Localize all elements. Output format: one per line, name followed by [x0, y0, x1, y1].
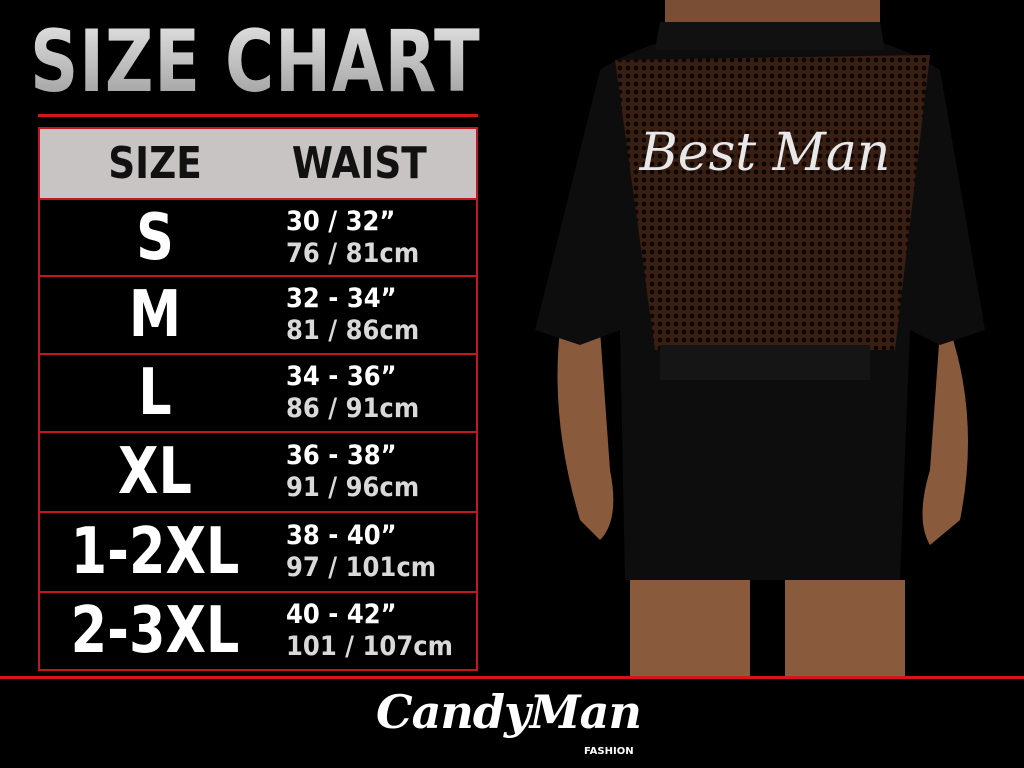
waist-value: 30 / 32” 76 / 81cm — [286, 206, 419, 270]
waist-cm: 86 / 91cm — [286, 393, 420, 424]
size-label: 2-3XL — [70, 594, 240, 668]
title-divider — [38, 114, 478, 117]
table-body: S 30 / 32” 76 / 81cm M 32 - 34” 81 / 86cm L … — [40, 200, 476, 669]
waist-value: 32 - 34” 81 / 86cm — [286, 283, 419, 347]
waist-cm: 101 / 107cm — [286, 631, 453, 662]
waist-value: 38 - 40” 97 / 101cm — [286, 520, 436, 584]
size-label: L — [138, 356, 172, 430]
table-row: XL 36 - 38” 91 / 96cm — [40, 433, 476, 513]
product-photo: Best Man — [535, 0, 985, 676]
size-label: 1-2XL — [70, 515, 240, 589]
waist-cm: 91 / 96cm — [286, 472, 420, 503]
table-row: 2-3XL 40 - 42” 101 / 107cm — [40, 593, 476, 669]
size-table: SIZE WAIST S 30 / 32” 76 / 81cm M 32 - 34”… — [38, 127, 478, 671]
size-label: M — [128, 278, 182, 352]
waist-inches: 36 - 38” — [286, 440, 397, 471]
waist-cm: 81 / 86cm — [286, 315, 420, 346]
waist-inches: 40 - 42” — [286, 599, 397, 630]
brand-logo: CandyMan — [376, 685, 642, 739]
table-row: S 30 / 32” 76 / 81cm — [40, 200, 476, 277]
size-label: XL — [118, 435, 192, 509]
footer-divider — [0, 676, 1024, 679]
waist-inches: 32 - 34” — [286, 283, 397, 314]
waist-value: 34 - 36” 86 / 91cm — [286, 361, 419, 425]
table-row: M 32 - 34” 81 / 86cm — [40, 277, 476, 355]
size-label: S — [136, 200, 174, 275]
waist-inches: 38 - 40” — [286, 520, 397, 551]
brand-logo-sub: FASHION — [584, 746, 634, 757]
waist-value: 36 - 38” 91 / 96cm — [286, 440, 419, 504]
page-title: SIZE CHART — [30, 12, 481, 112]
header-waist: WAIST — [291, 138, 427, 189]
print-text: Best Man — [639, 123, 891, 183]
waist-value: 40 - 42” 101 / 107cm — [286, 599, 453, 663]
header-size: SIZE — [108, 138, 202, 189]
table-row: L 34 - 36” 86 / 91cm — [40, 355, 476, 433]
table-row: 1-2XL 38 - 40” 97 / 101cm — [40, 513, 476, 593]
waist-inches: 34 - 36” — [286, 361, 397, 392]
waist-cm: 97 / 101cm — [286, 552, 437, 583]
waist-inches: 30 / 32” — [286, 205, 396, 237]
waist-cm: 76 / 81cm — [286, 237, 420, 269]
table-header: SIZE WAIST — [40, 129, 476, 200]
